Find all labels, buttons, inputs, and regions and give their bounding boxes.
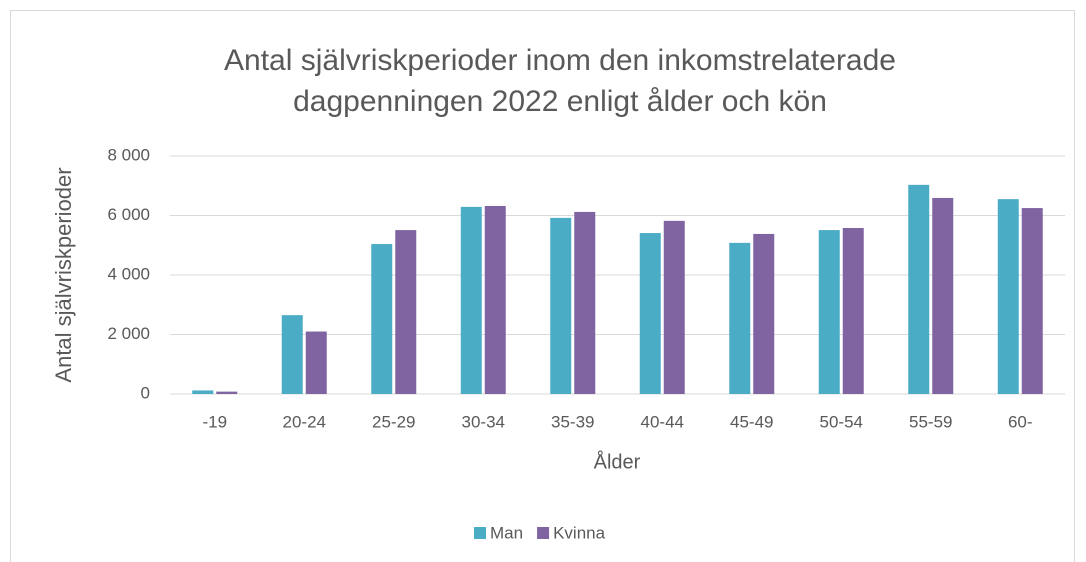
- bar: [460, 206, 482, 394]
- bar: [639, 233, 661, 394]
- y-tick-label: 2 000: [107, 324, 150, 343]
- x-tick-label: 50-54: [820, 412, 863, 431]
- y-tick-label: 6 000: [107, 205, 150, 224]
- legend-swatch: [474, 527, 486, 539]
- chart-frame: [10, 10, 1075, 562]
- bar: [932, 197, 954, 394]
- bar: [663, 220, 685, 394]
- bar: [729, 242, 751, 394]
- legend-swatch: [537, 527, 550, 539]
- bar: [997, 199, 1019, 394]
- x-tick-label: 20-24: [283, 412, 326, 431]
- x-tick-label: 60-: [1008, 412, 1033, 431]
- bar: [281, 315, 303, 394]
- y-tick-label: 0: [141, 383, 150, 402]
- bar: [484, 205, 506, 394]
- bar: [550, 217, 572, 394]
- bar: [395, 230, 417, 394]
- y-axis-label: Antal självriskperioder: [51, 167, 76, 382]
- x-tick-label: 55-59: [909, 412, 952, 431]
- x-tick-label: 30-34: [462, 412, 505, 431]
- x-tick-label: 40-44: [641, 412, 684, 431]
- legend-label: Kvinna: [553, 523, 606, 542]
- x-axis-label: Ålder: [594, 450, 641, 473]
- y-tick-label: 8 000: [107, 145, 150, 164]
- x-tick-label: 25-29: [372, 412, 415, 431]
- y-tick-label: 4 000: [107, 264, 150, 283]
- x-tick-label: -19: [202, 412, 227, 431]
- x-tick-label: 35-39: [551, 412, 594, 431]
- bar: [305, 331, 327, 394]
- chart-title: Antal självriskperioder inom den inkomst…: [224, 44, 896, 77]
- bar: [818, 230, 840, 394]
- bar: [842, 227, 864, 394]
- bar: [1021, 208, 1043, 394]
- x-tick-label: 45-49: [730, 412, 773, 431]
- legend-label: Man: [490, 523, 523, 542]
- bar: [192, 390, 214, 394]
- bar: [908, 184, 930, 394]
- bar: [216, 391, 238, 394]
- bar: [753, 233, 775, 394]
- bar: [371, 244, 393, 394]
- bar: [574, 211, 596, 394]
- chart-title: dagpenningen 2022 enligt ålder och kön: [293, 85, 827, 118]
